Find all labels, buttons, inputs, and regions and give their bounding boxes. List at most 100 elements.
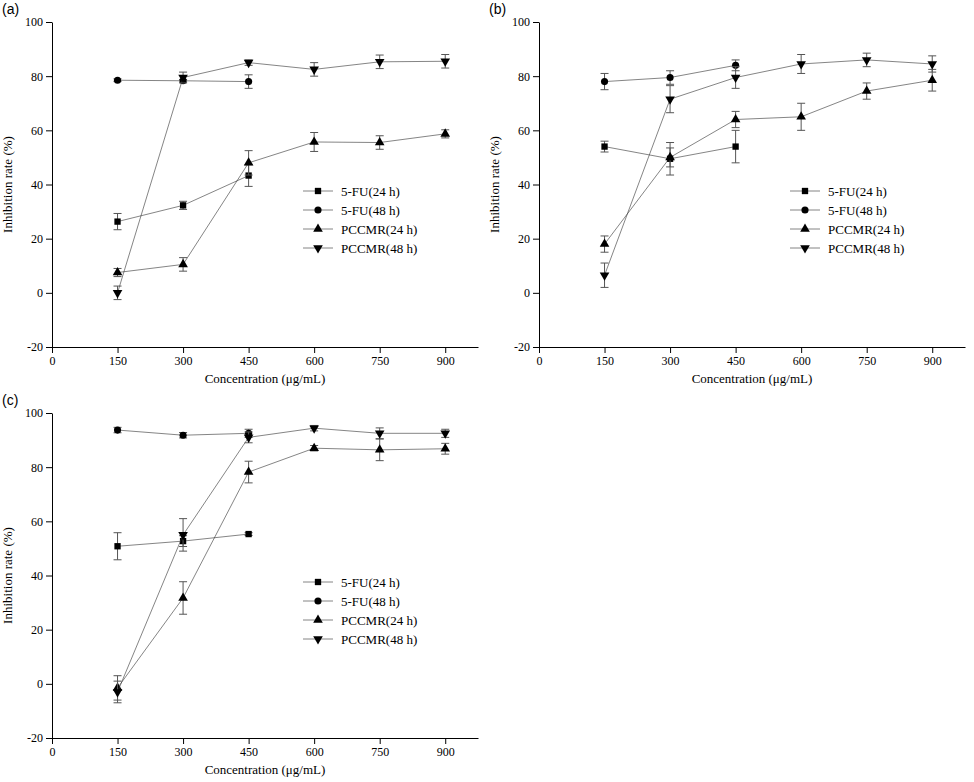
error-bar — [245, 151, 253, 175]
error-cap — [179, 257, 187, 258]
error-cap — [376, 460, 384, 461]
x-tick-label: 150 — [109, 745, 127, 759]
y-tick-mark — [533, 347, 539, 348]
error-cap — [441, 68, 449, 69]
error-bar — [732, 111, 740, 127]
error-bar — [666, 143, 674, 175]
panel: 0150300450600750900-20020406080100(c)Con… — [0, 392, 479, 777]
legend: 5-FU(24 h)5-FU(48 h)PCCMR(24 h)PCCMR(48 … — [790, 184, 904, 256]
error-bar — [732, 130, 740, 162]
legend-symbol — [314, 597, 321, 604]
point — [244, 435, 254, 443]
error-bar — [310, 63, 318, 77]
legend-label: PCCMR(48 h) — [828, 241, 904, 256]
y-tick: 20 — [518, 232, 539, 246]
y-tick-label: 0 — [37, 286, 43, 300]
error-cap — [114, 675, 122, 676]
x-tick-label: 600 — [306, 745, 324, 759]
point — [178, 592, 188, 600]
error-cap — [666, 85, 674, 86]
error-cap — [666, 166, 674, 167]
legend-item: PCCMR(24 h) — [303, 613, 417, 628]
y-axis: -20020406080100 — [25, 406, 53, 745]
y-tick-label: 40 — [31, 569, 43, 583]
x-tick: 300 — [175, 738, 193, 759]
point — [309, 443, 319, 451]
error-bar — [179, 258, 187, 272]
x-axis-line — [540, 347, 966, 348]
y-tick-mark — [46, 521, 52, 522]
x-tick-mark — [118, 738, 119, 744]
y-tick-label: 20 — [31, 623, 43, 637]
error-cap — [114, 702, 122, 703]
y-tick-mark — [46, 293, 52, 294]
y-tick-mark — [46, 467, 52, 468]
y-tick-label: 80 — [31, 70, 43, 84]
error-bar — [666, 71, 674, 85]
y-tick-label: 40 — [31, 178, 43, 192]
point — [601, 143, 607, 149]
error-cap — [376, 55, 384, 56]
error-bar — [928, 56, 936, 72]
y-tick: -20 — [27, 340, 52, 354]
x-tick-mark — [183, 738, 184, 744]
y-tick-label: 60 — [518, 124, 530, 138]
error-bar — [666, 86, 674, 113]
x-axis: 0150300450600750900 — [50, 738, 479, 759]
error-cap — [114, 276, 122, 277]
x-tick: 600 — [793, 347, 811, 368]
point — [309, 67, 319, 75]
y-tick-label: 60 — [31, 515, 43, 529]
legend-symbol — [313, 614, 323, 622]
y-axis-title: Inhibition rate (%) — [487, 136, 502, 233]
legend-symbol — [802, 188, 808, 194]
point — [667, 74, 674, 81]
panel: 0150300450600750900-20020406080100(a)Con… — [0, 1, 479, 386]
series-line — [605, 80, 933, 244]
plot-area — [600, 53, 937, 287]
point — [244, 466, 254, 474]
point — [600, 272, 610, 280]
y-tick-label: 0 — [524, 286, 530, 300]
error-cap — [732, 130, 740, 131]
x-tick-label: 900 — [437, 745, 455, 759]
series — [114, 426, 253, 438]
error-cap — [179, 209, 187, 210]
y-tick: 60 — [31, 124, 52, 138]
x-axis-line — [53, 738, 479, 739]
y-tick-label: -20 — [27, 340, 43, 354]
error-cap — [245, 74, 253, 75]
error-cap — [114, 286, 122, 287]
error-cap — [376, 427, 384, 428]
plot-area — [113, 425, 450, 702]
legend-item: 5-FU(48 h) — [303, 594, 400, 609]
error-cap — [601, 287, 609, 288]
point — [245, 78, 252, 85]
y-tick-mark — [533, 185, 539, 186]
x-tick: 150 — [109, 347, 127, 368]
point — [375, 444, 385, 452]
legend-item: 5-FU(24 h) — [303, 184, 400, 199]
y-tick-mark — [533, 76, 539, 77]
x-axis: 0150300450600750900 — [50, 347, 479, 368]
point — [245, 531, 251, 537]
error-cap — [732, 88, 740, 89]
x-tick-label: 900 — [924, 354, 942, 368]
error-cap — [441, 54, 449, 55]
x-tick-label: 450 — [727, 354, 745, 368]
y-tick-mark — [533, 239, 539, 240]
x-axis-line — [53, 347, 479, 348]
series-line — [118, 134, 446, 273]
x-tick-label: 0 — [50, 745, 56, 759]
legend-symbol — [315, 579, 321, 585]
error-cap — [732, 66, 740, 67]
error-cap — [601, 89, 609, 90]
error-cap — [601, 141, 609, 142]
error-cap — [179, 614, 187, 615]
legend-label: 5-FU(24 h) — [341, 575, 400, 590]
error-cap — [601, 235, 609, 236]
error-bar — [376, 428, 384, 439]
error-bar — [179, 201, 187, 209]
x-axis: 0150300450600750900 — [537, 347, 966, 368]
x-tick-mark — [183, 347, 184, 353]
